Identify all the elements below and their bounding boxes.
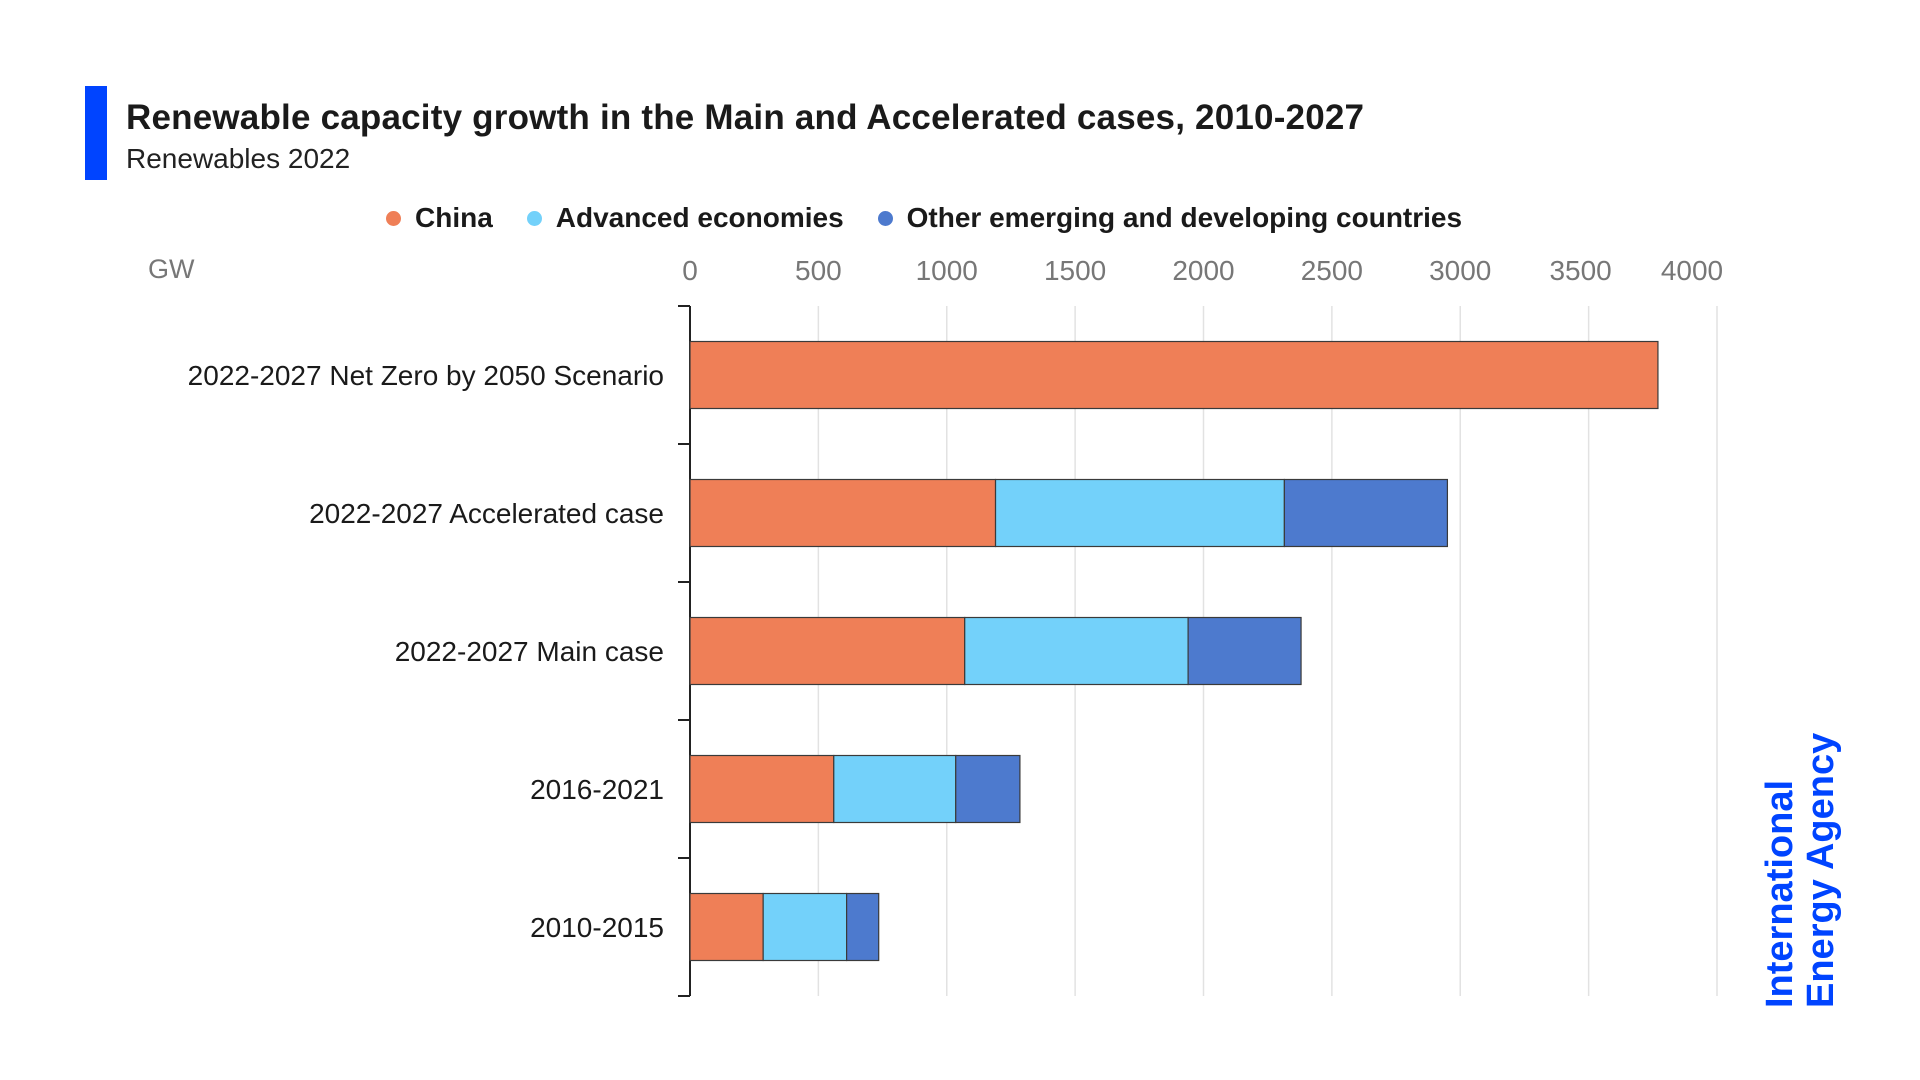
x-tick-label-500: 500	[795, 255, 842, 286]
legend-item-other-emerging: Other emerging and developing countries	[877, 202, 1463, 234]
bar-2-series-2	[1187, 616, 1302, 686]
x-tick-label-3000: 3000	[1429, 255, 1491, 286]
legend-label-china: China	[415, 202, 493, 233]
category-label-2: 2022-2027 Main case	[395, 636, 664, 667]
bar-4-series-2	[846, 892, 880, 962]
bar-0-series-0	[689, 340, 1659, 410]
x-tick-label-0: 0	[682, 255, 698, 286]
logo-line-2: Energy Agency	[1800, 732, 1842, 1008]
x-tick-label-1500: 1500	[1044, 255, 1106, 286]
x-tick-label-3500: 3500	[1549, 255, 1611, 286]
category-label-4: 2010-2015	[530, 912, 664, 943]
legend-label-other-emerging: Other emerging and developing countries	[906, 202, 1463, 233]
legend: China Advanced economies Other emerging …	[386, 202, 1496, 234]
legend-swatch-other-emerging	[877, 210, 893, 226]
category-label-1: 2022-2027 Accelerated case	[309, 498, 664, 529]
title-accent-bar	[85, 86, 107, 180]
bar-4-series-1	[762, 892, 848, 962]
bar-2-series-0	[689, 616, 966, 686]
legend-swatch-china	[386, 210, 401, 226]
bar-3-series-1	[833, 754, 957, 824]
bar-3-series-0	[689, 754, 835, 824]
x-tick-label-2000: 2000	[1172, 255, 1234, 286]
legend-item-advanced-economies: Advanced economies	[526, 202, 844, 234]
x-tick-label-2500: 2500	[1301, 255, 1363, 286]
category-label-0: 2022-2027 Net Zero by 2050 Scenario	[188, 360, 664, 391]
iea-logo: International Energy Agency	[1759, 732, 1842, 1008]
x-tick-label-1000: 1000	[916, 255, 978, 286]
category-label-3: 2016-2021	[530, 774, 664, 805]
bar-4-series-0	[689, 892, 764, 962]
legend-swatch-advanced-economies	[526, 210, 542, 226]
x-tick-label-4000: 4000	[1661, 255, 1723, 286]
bar-1-series-2	[1283, 478, 1449, 548]
legend-item-china: China	[386, 202, 493, 234]
bar-3-series-2	[955, 754, 1021, 824]
chart-subtitle: Renewables 2022	[126, 143, 351, 174]
legend-label-advanced-economies: Advanced economies	[555, 202, 844, 233]
bar-1-series-1	[994, 478, 1285, 548]
bar-2-series-1	[964, 616, 1189, 686]
axis-unit-label: GW	[148, 254, 195, 284]
bar-1-series-0	[689, 478, 997, 548]
chart-title: Renewable capacity growth in the Main an…	[126, 98, 1365, 137]
logo-line-1: International	[1759, 779, 1801, 1008]
